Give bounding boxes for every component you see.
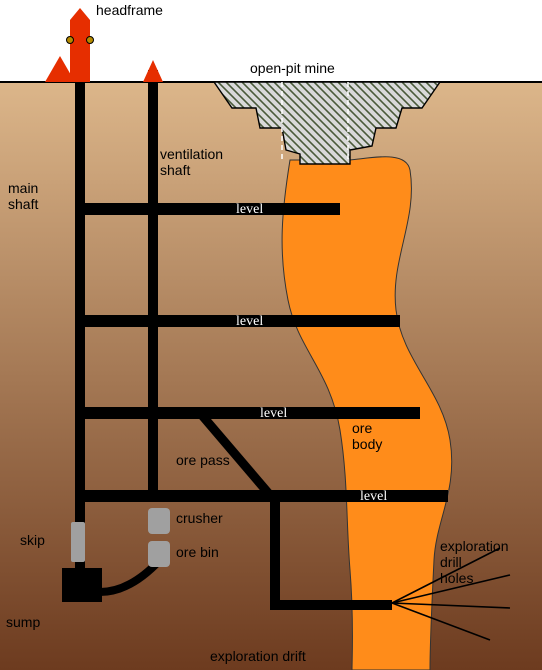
drift-vertical — [270, 496, 280, 610]
ventilation-shaft-label: ventilation shaft — [160, 146, 223, 178]
skip-label: skip — [20, 532, 45, 548]
crusher-label: crusher — [176, 510, 223, 526]
level-1 — [75, 203, 340, 215]
headframe-pulley-2 — [87, 37, 94, 44]
ventilation-shaft — [148, 70, 158, 495]
ore-body-label: ore body — [352, 420, 382, 452]
ore-bin — [148, 541, 170, 567]
level-3 — [75, 407, 420, 419]
sump-label: sump — [6, 614, 40, 630]
exploration-drift-label: exploration drift — [210, 648, 306, 664]
headframe-pulley-1 — [67, 37, 74, 44]
exploration-drill-holes-label: exploration drill holes — [440, 538, 509, 586]
main-shaft-label: main shaft — [8, 180, 38, 212]
sump — [62, 568, 102, 602]
ore-pass-label: ore pass — [176, 452, 230, 468]
headframe-label: headframe — [96, 2, 163, 18]
level-label: level — [236, 202, 263, 217]
crusher — [148, 508, 170, 534]
level-label: level — [260, 406, 287, 421]
headframe-tower — [70, 8, 90, 82]
level-label: level — [360, 489, 387, 504]
exploration-drift — [270, 600, 392, 610]
skip — [71, 522, 85, 562]
open-pit-label: open-pit mine — [250, 60, 335, 76]
level-label: level — [236, 314, 263, 329]
ore-bin-label: ore bin — [176, 544, 219, 560]
